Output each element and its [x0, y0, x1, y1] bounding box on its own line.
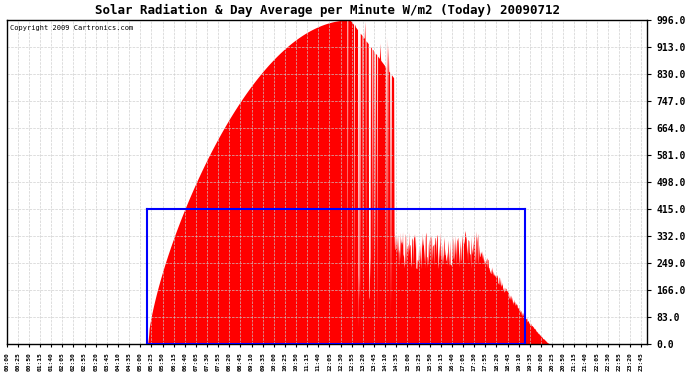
Title: Solar Radiation & Day Average per Minute W/m2 (Today) 20090712: Solar Radiation & Day Average per Minute… — [95, 4, 560, 17]
Text: Copyright 2009 Cartronics.com: Copyright 2009 Cartronics.com — [10, 25, 133, 31]
